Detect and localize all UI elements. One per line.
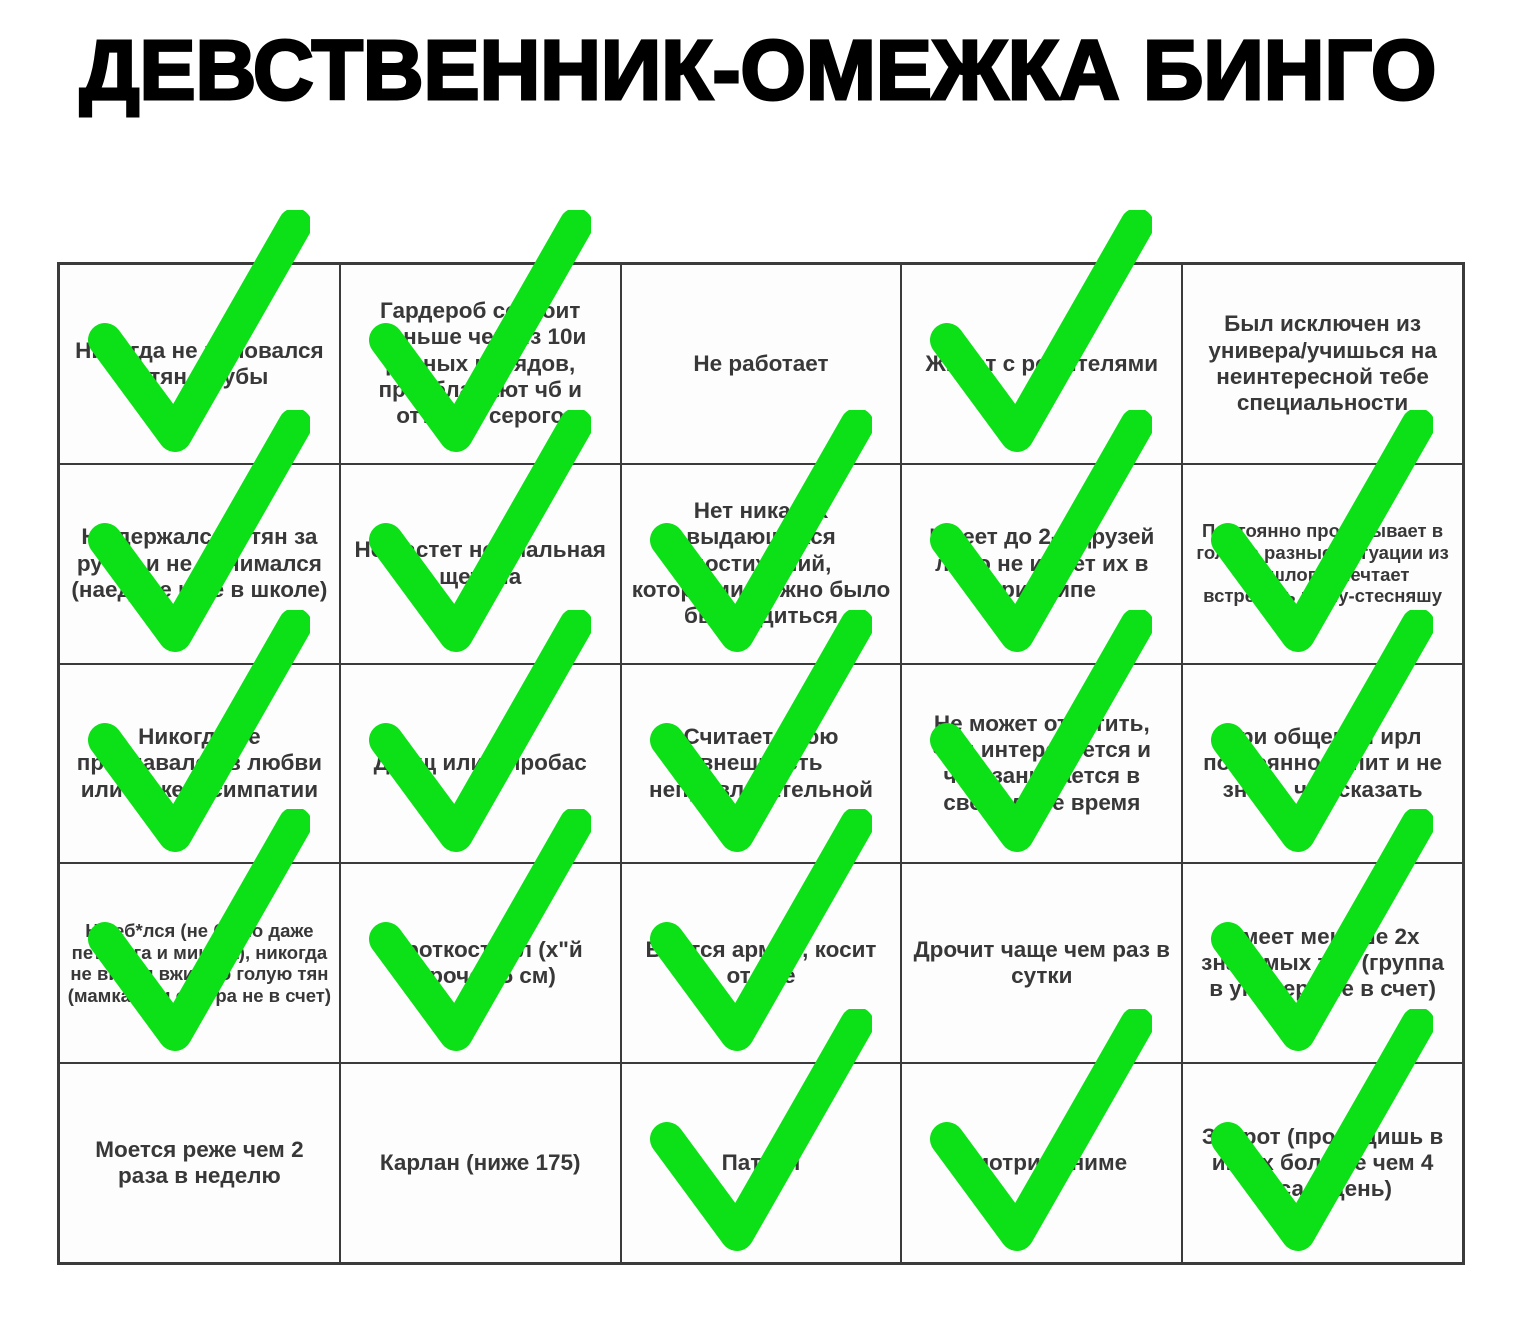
cell-text: Дрочит чаще чем раз в сутки [913, 936, 1170, 989]
cell-text: Моется реже чем 2 раза в неделю [95, 1136, 304, 1189]
checkmark-icon [930, 210, 1153, 452]
bingo-cell-r3c4[interactable]: Не может ответить, чем интересуется и че… [902, 609, 1182, 863]
bingo-cell-r4c2[interactable]: Короткоствол (х"й короче 15 см) [340, 809, 620, 1063]
cell-text: Нет никаких выдающихся достижений, котор… [631, 497, 891, 629]
cell-text: Имеет меньше 2х знакомых тян (группа в у… [1201, 923, 1444, 1002]
cell-text: Гардероб состоит меньше чем из 10и разны… [373, 298, 587, 429]
bingo-grid: Никогда не целовался с тян в губы Гардеро… [57, 210, 1465, 1265]
cell-text: Был исключен из универа/учишься на неинт… [1208, 311, 1437, 416]
bingo-cell-r3c1[interactable]: Никогда не признавался в любви или даже … [60, 609, 339, 863]
bingo-cell-r2c5[interactable]: Постоянно проигрывает в голове разные си… [1183, 409, 1462, 663]
cell-text: Не может ответить, чем интересуется и че… [932, 710, 1152, 815]
cell-text: При общении ирл постоянно тупит и не зна… [1203, 724, 1443, 802]
bingo-cell-r4c1[interactable]: Не еб*лся (не было даже петтинга и минет… [60, 809, 339, 1063]
bingo-cell-r5c2[interactable]: Карлан (ниже 175) [340, 1064, 620, 1262]
bingo-cell-r5c3[interactable]: Патлач [621, 1009, 901, 1262]
bingo-cell-r4c3[interactable]: Боится армии, косит от нее [621, 809, 901, 1063]
cell-text: Смотрит аниме [956, 1149, 1128, 1175]
bingo-cell-r2c3[interactable]: Нет никаких выдающихся достижений, котор… [621, 409, 901, 663]
bingo-cell-r1c5[interactable]: Был исключен из универа/учишься на неинт… [1183, 265, 1462, 463]
cell-text: Постоянно проигрывает в голове разные си… [1196, 520, 1449, 607]
cell-text: Имеет до 2-х друзей либо не имеет их в п… [929, 524, 1155, 602]
cell-text: Не держался с тян за ручку и не обнималс… [71, 524, 328, 602]
page-title: ДЕВСТВЕННИК-ОМЕЖКА БИНГО [78, 22, 1438, 119]
cell-text: Боится армии, косит от нее [645, 936, 877, 989]
cell-text: Не еб*лся (не было даже петтинга и минет… [67, 920, 332, 1006]
cell-text: Дрищ или жиробас [373, 750, 587, 776]
bingo-cell-r1c1[interactable]: Никогда не целовался с тян в губы [60, 210, 339, 463]
bingo-cell-r3c3[interactable]: Считает свою внешность непривлекательной [621, 609, 901, 863]
cell-text: Считает свою внешность непривлекательной [649, 724, 873, 802]
bingo-cell-r2c1[interactable]: Не держался с тян за ручку и не обнималс… [60, 409, 339, 663]
cell-text: Не растет нормальная щетина [354, 537, 606, 589]
checkmark-icon [88, 210, 310, 452]
bingo-cell-r1c4[interactable]: Живет с родителями [902, 210, 1182, 463]
bingo-cell-r5c4[interactable]: Смотрит аниме [902, 1009, 1182, 1262]
cell-text: Живет с родителями [925, 350, 1159, 376]
cell-text: Не работает [693, 350, 829, 376]
bingo-cell-r2c2[interactable]: Не растет нормальная щетина [340, 409, 620, 663]
bingo-cell-r2c4[interactable]: Имеет до 2-х друзей либо не имеет их в п… [902, 409, 1182, 663]
bingo-cell-r1c3[interactable]: Не работает [621, 265, 901, 463]
cell-text: Патлач [721, 1149, 801, 1175]
bingo-cell-r1c2[interactable]: Гардероб состоит меньше чем из 10и разны… [340, 210, 620, 463]
cell-text: Задрот (проводишь в играх больше чем 4 ч… [1201, 1123, 1444, 1202]
bingo-cell-r4c4[interactable]: Дрочит чаще чем раз в сутки [902, 864, 1182, 1063]
cell-text: Карлан (ниже 175) [379, 1149, 581, 1175]
cell-text: Короткоствол (х"й короче 15 см) [377, 936, 583, 989]
bingo-cell-r4c5[interactable]: Имеет меньше 2х знакомых тян (группа в у… [1183, 809, 1462, 1063]
bingo-cell-r3c5[interactable]: При общении ирл постоянно тупит и не зна… [1183, 609, 1462, 863]
cell-text: Никогда не признавался в любви или даже … [76, 724, 323, 802]
bingo-cell-r3c2[interactable]: Дрищ или жиробас [340, 609, 620, 863]
cell-text: Никогда не целовался с тян в губы [75, 337, 324, 389]
bingo-cell-r5c1[interactable]: Моется реже чем 2 раза в неделю [60, 1064, 339, 1262]
bingo-cell-r5c5[interactable]: Задрот (проводишь в играх больше чем 4 ч… [1183, 1009, 1462, 1262]
